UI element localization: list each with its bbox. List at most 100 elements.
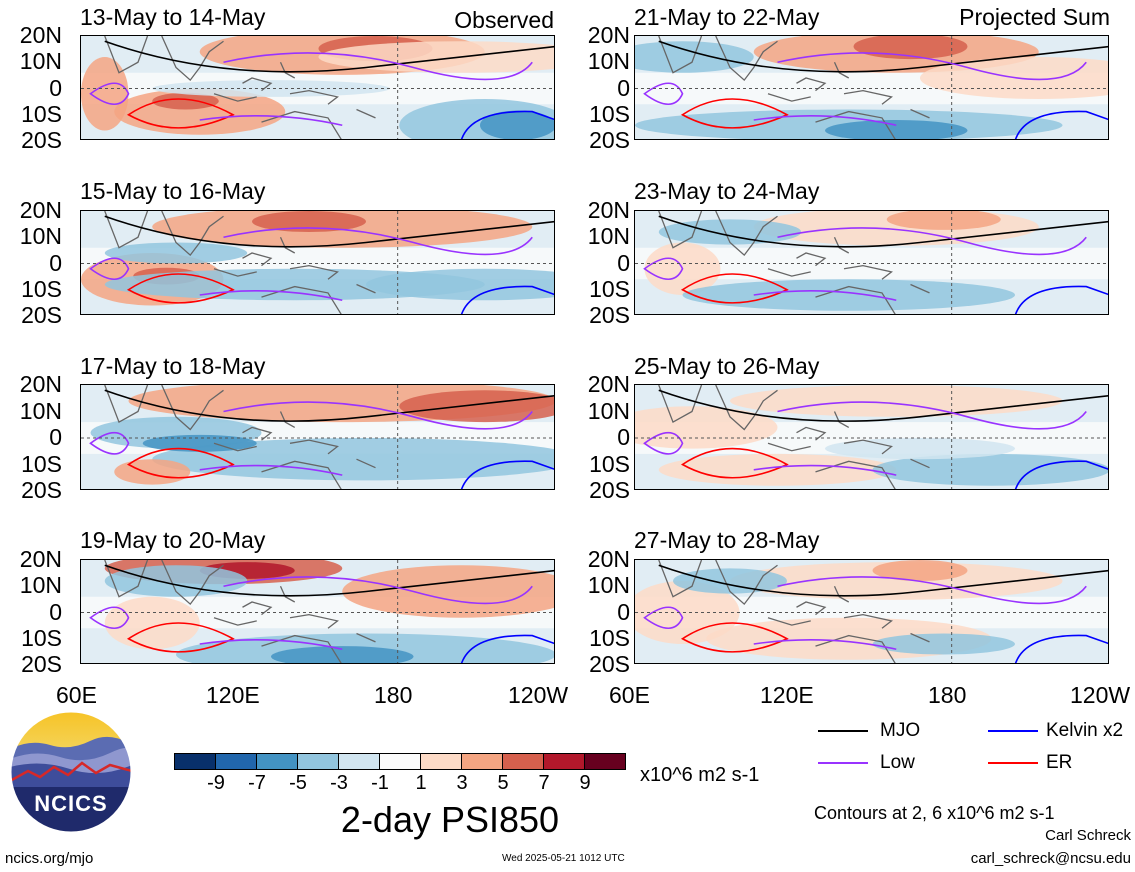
contour-line — [126, 447, 235, 479]
contour-line — [104, 564, 554, 597]
colorbar-segment — [584, 753, 626, 770]
coastline — [289, 264, 339, 280]
contour-line — [460, 634, 554, 663]
field-anomaly — [730, 385, 1063, 417]
contour-line — [777, 401, 1087, 430]
lat-label: 20N — [587, 371, 630, 397]
contour-line — [777, 227, 1087, 256]
contour-line — [223, 52, 533, 81]
contour-line — [753, 115, 897, 127]
lat-label: 0 — [617, 249, 630, 276]
coastline — [213, 268, 257, 277]
coastline — [161, 36, 224, 82]
field-anomaly — [81, 57, 129, 131]
lat-label: 20S — [589, 477, 630, 503]
coastline — [658, 36, 703, 74]
ncics-logo-icon — [10, 711, 132, 833]
contour-line — [460, 285, 554, 314]
coastline — [910, 108, 930, 119]
panel-title: 17-May to 18-May — [80, 353, 266, 379]
legend-label-mjo: MJO — [880, 720, 921, 741]
lat-label: 20S — [21, 651, 62, 677]
contour-line — [199, 115, 343, 127]
lon-label: 120W — [508, 682, 569, 708]
panel-title: 25-May to 26-May — [634, 353, 820, 379]
coastline — [279, 236, 296, 254]
map-panel — [80, 35, 555, 140]
map-field — [81, 560, 554, 663]
lat-label: 10N — [587, 223, 630, 250]
lat-label: 10S — [589, 100, 630, 127]
contour-line — [777, 576, 1087, 605]
field-anomaly — [872, 453, 1108, 486]
author-email: carl_schreck@ncsu.edu — [970, 850, 1131, 867]
lat-label: 20N — [19, 22, 62, 48]
colorbar-segment — [502, 753, 544, 770]
colorbar-tick-label: 3 — [456, 772, 468, 794]
coastline — [843, 89, 893, 105]
lon-label: 120E — [760, 682, 814, 708]
lat-label: 20S — [21, 477, 62, 503]
colorbar-segment — [461, 753, 503, 770]
lat-label: 20S — [589, 302, 630, 328]
colorbar-segment — [543, 753, 585, 770]
field-anomaly — [886, 211, 1001, 230]
contour-line — [680, 447, 789, 479]
coastline — [242, 252, 273, 267]
contour-line — [223, 401, 533, 430]
contour-line — [753, 290, 897, 302]
colorbar-segment — [338, 753, 380, 770]
lat-label: 10N — [19, 397, 62, 424]
colorbar-segment — [174, 753, 216, 770]
lat-label: 20N — [587, 22, 630, 48]
field-anomaly — [104, 565, 248, 597]
field-anomaly — [252, 211, 366, 232]
coastline — [767, 442, 811, 452]
contour-line — [1014, 285, 1108, 314]
field-anomaly — [399, 390, 554, 423]
colorbar-segment — [379, 753, 421, 770]
field-anomaly — [480, 110, 554, 139]
panel-tag-projected: Projected Sum — [959, 4, 1110, 30]
coastline — [213, 442, 257, 452]
website-link[interactable]: ncics.org/mjo — [5, 850, 94, 867]
lat-label: 0 — [617, 424, 630, 450]
coastline — [796, 601, 827, 616]
colorbar-tick-label: 1 — [415, 772, 427, 794]
contour-line — [104, 389, 554, 422]
coastline — [833, 411, 850, 428]
contour-note: Contours at 2, 6 x10^6 m2 s-1 — [814, 803, 1055, 823]
contour-line — [643, 257, 684, 281]
coastline — [104, 211, 149, 249]
lon-label: 120W — [1070, 684, 1130, 707]
contour-line — [658, 215, 1108, 248]
lat-label: 10S — [589, 450, 630, 477]
lat-label: 10N — [587, 572, 630, 599]
lat-label: 10N — [19, 223, 62, 250]
map-panel — [634, 559, 1109, 664]
field-anomaly — [366, 268, 554, 301]
lon-label: 60E — [56, 682, 97, 708]
ncics-logo: NCICS — [10, 711, 132, 833]
map-field — [81, 211, 554, 314]
coastline — [843, 439, 893, 455]
coastline — [767, 93, 811, 102]
lat-label: 20N — [587, 197, 630, 223]
contour-line — [658, 40, 1108, 73]
coastline — [161, 560, 224, 606]
lat-label: 10S — [589, 275, 630, 302]
panel-title: 15-May to 16-May — [80, 178, 266, 204]
map-panel — [634, 210, 1109, 315]
contour-line — [658, 564, 1108, 597]
lat-label: 10N — [19, 572, 62, 599]
contour-line — [643, 82, 684, 106]
lat-label: 20N — [19, 197, 62, 223]
coastline — [843, 613, 893, 629]
lat-label: 10S — [21, 624, 62, 651]
coastline — [833, 61, 850, 79]
panel-title: 23-May to 24-May — [634, 178, 820, 204]
map-field — [635, 385, 1108, 489]
field-anomaly — [872, 560, 968, 581]
colorbar-units: x10^6 m2 s-1 — [640, 764, 760, 786]
coastline — [356, 283, 376, 294]
